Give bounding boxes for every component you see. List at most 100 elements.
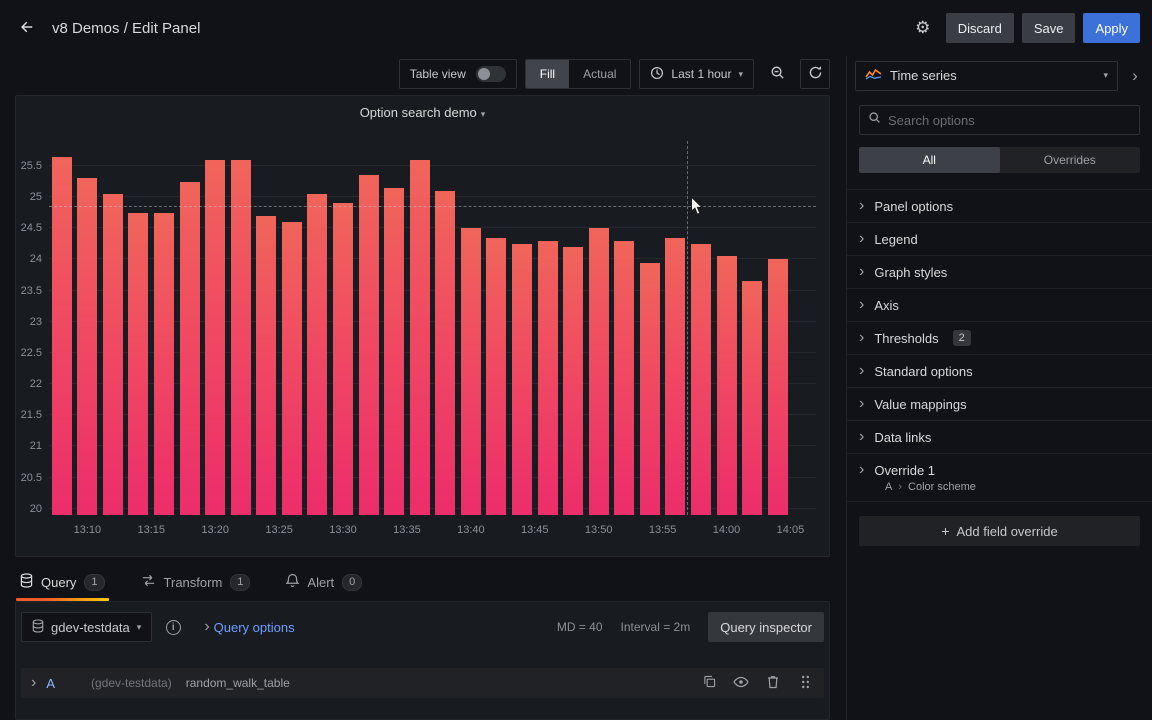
bar [230, 159, 251, 515]
bar [665, 237, 686, 515]
tab-alert[interactable]: Alert 0 [282, 563, 366, 601]
section-count-badge: 2 [952, 330, 971, 346]
y-axis-label: 20.5 [20, 471, 42, 484]
bar [639, 262, 660, 515]
datasource-help-button[interactable]: i [158, 612, 188, 642]
option-section-value-mappings[interactable]: › Value mappings [847, 388, 1152, 421]
table-view-toggle[interactable] [475, 66, 506, 82]
option-section-override-1[interactable]: › Override 1 A › Color scheme [847, 454, 1152, 502]
time-range-picker[interactable]: Last 1 hour ▾ [639, 59, 754, 89]
chart-panel: Option search demo ▾ 20 20.5 21 21.5 22 22.5 23… [15, 95, 830, 557]
apply-button[interactable]: Apply [1083, 13, 1140, 43]
x-axis-label: 13:25 [265, 524, 293, 536]
options-sections: › Panel options › Legend › Graph styles › Axis ›… [847, 189, 1152, 502]
option-section-label: Thresholds [874, 330, 939, 346]
options-search [859, 105, 1140, 135]
panel-toolbar: Table view Fill Actual Last 1 hour ▾ [0, 56, 846, 92]
zoom-out-icon [770, 65, 785, 83]
bar [128, 212, 149, 515]
option-section-thresholds[interactable]: › Thresholds 2 [847, 322, 1152, 355]
tab-transform[interactable]: Transform 1 [137, 563, 255, 601]
option-section-data-links[interactable]: › Data links [847, 421, 1152, 454]
visualization-picker[interactable]: Time series ▾ [855, 60, 1118, 91]
add-field-override-button[interactable]: + Add field override [859, 516, 1140, 546]
x-axis-label: 14:00 [712, 524, 741, 536]
bell-icon [285, 573, 301, 591]
options-sidebar: Time series ▾ › All Overrides › Panel opt… [846, 56, 1152, 720]
crosshair-horizontal [49, 206, 816, 208]
datasource-icon [32, 618, 44, 636]
chevron-right-icon: › [859, 329, 865, 346]
bar [460, 228, 481, 515]
option-section-panel-options[interactable]: › Panel options [847, 190, 1152, 223]
chevron-right-icon: › [859, 296, 865, 313]
option-section-axis[interactable]: › Axis [847, 289, 1152, 322]
bar [742, 281, 763, 515]
info-icon: i [165, 619, 181, 635]
fit-mode-group: Fill Actual [524, 59, 632, 89]
actual-option-button[interactable]: Actual [569, 60, 630, 88]
query-options-label: Query options [213, 619, 295, 635]
y-axis-label: 21 [29, 440, 42, 453]
drag-query-handle[interactable] [796, 674, 814, 692]
y-axis-label: 21.5 [20, 409, 42, 422]
delete-query-button[interactable] [764, 674, 782, 692]
override-ref: A [885, 481, 893, 493]
option-section-label: Standard options [874, 363, 973, 379]
query-row[interactable]: › A (gdev-testdata) random_walk_table [21, 668, 824, 698]
save-button[interactable]: Save [1021, 13, 1076, 43]
option-section-standard-options[interactable]: › Standard options [847, 355, 1152, 388]
tab-label: Query [41, 574, 77, 590]
query-description: (gdev-testdata) random_walk_table [91, 676, 290, 690]
y-axis-label: 25.5 [20, 159, 42, 172]
query-ref-id: A [46, 675, 55, 691]
discard-button[interactable]: Discard [945, 13, 1014, 43]
caret-down-icon: ▾ [480, 109, 486, 119]
chevron-right-icon: › [859, 263, 865, 280]
y-axis-label: 20 [29, 502, 42, 515]
x-axis-label: 13:55 [648, 524, 677, 536]
y-axis-label: 24 [29, 253, 42, 266]
panel-settings-button[interactable]: ⚙ [908, 13, 938, 43]
tab-query[interactable]: Query 1 [16, 563, 109, 601]
zoom-out-button[interactable] [762, 59, 792, 89]
y-axis-label: 23 [29, 315, 42, 328]
datasource-picker[interactable]: gdev-testdata ▾ [21, 612, 153, 642]
table-view-group: Table view [398, 59, 517, 89]
query-options-toggle[interactable]: › Query options [204, 619, 294, 635]
interval-value: Interval = 2m [620, 620, 691, 634]
tab-count-badge: 1 [230, 573, 251, 591]
bar [102, 193, 123, 515]
refresh-button[interactable] [800, 59, 830, 89]
filter-all-option[interactable]: All [859, 147, 1000, 173]
query-editor-panel: gdev-testdata ▾ i › Query options MD = 4… [15, 601, 830, 720]
chevron-right-icon: › [859, 461, 865, 478]
back-button[interactable] [12, 13, 42, 43]
bar [614, 240, 635, 515]
trash-icon [767, 675, 779, 692]
x-axis-label: 13:40 [457, 524, 485, 536]
fill-option-button[interactable]: Fill [525, 60, 570, 88]
visualization-name: Time series [890, 68, 957, 83]
gridline [49, 445, 816, 447]
query-inspector-button[interactable]: Query inspector [708, 612, 824, 642]
filter-overrides-option[interactable]: Overrides [1043, 153, 1096, 167]
collapse-options-pane-button[interactable]: › [1122, 61, 1148, 91]
disable-query-button[interactable] [732, 674, 750, 692]
option-section-graph-styles[interactable]: › Graph styles [847, 256, 1152, 289]
plot-area[interactable]: 20 20.5 21 21.5 22 22.5 23 23.5 24 24.5 25 25.5 13:1… [21, 141, 816, 536]
query-name: random_walk_table [185, 676, 290, 690]
bar [358, 175, 379, 515]
gridline [49, 164, 816, 166]
duplicate-query-button[interactable] [700, 674, 718, 692]
option-section-legend[interactable]: › Legend [847, 223, 1152, 256]
options-search-input[interactable] [888, 112, 1131, 128]
bar [511, 243, 532, 515]
y-axis-label: 24.5 [20, 222, 42, 235]
crosshair-vertical [687, 141, 689, 515]
bar [588, 228, 609, 515]
gridline [49, 196, 816, 198]
panel-title[interactable]: Option search demo ▾ [359, 105, 486, 120]
bar [307, 193, 328, 515]
